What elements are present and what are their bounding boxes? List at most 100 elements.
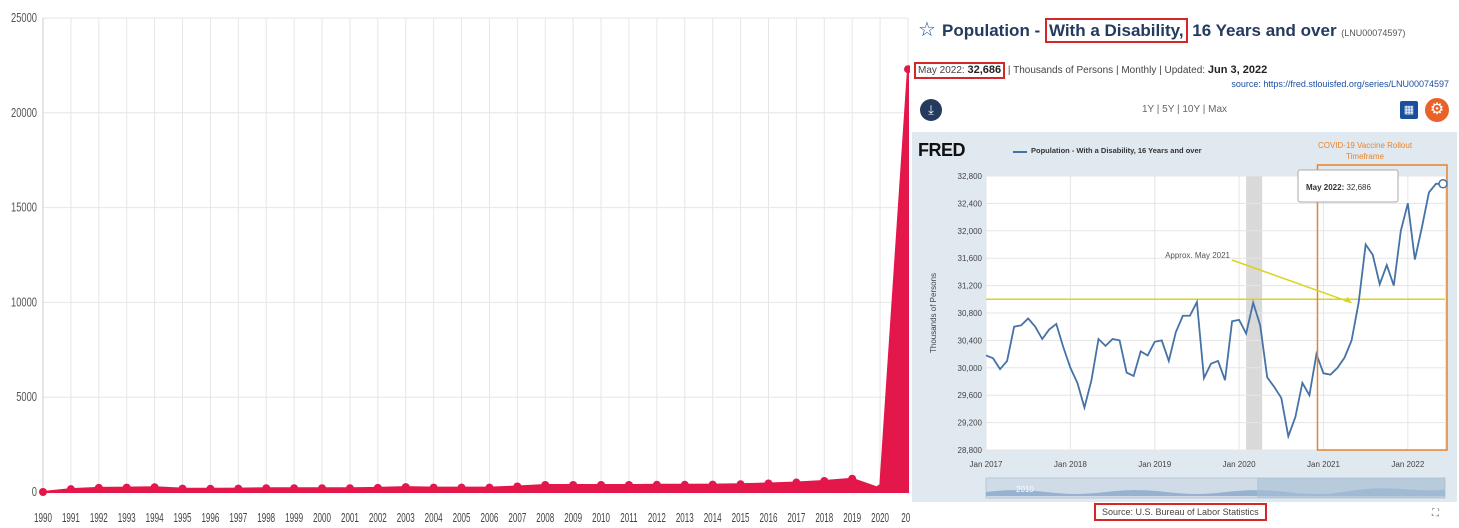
x-tick-label: Jan 2019 [1138,460,1171,469]
latest-observation: May 2022: 32,686 [914,62,1006,79]
data-point [150,483,159,492]
latest-label: May 2022: [918,65,968,76]
y-tick-label: 32,400 [958,199,983,208]
source-url-link[interactable]: source: https://fred.stlouisfed.org/seri… [1231,79,1449,89]
x-tick-label: 2016 [760,511,778,525]
x-tick-label: 2019 [843,511,861,525]
data-point [234,484,243,493]
y-tick-label: 29,200 [958,419,983,428]
x-tick-label: 2007 [508,511,526,525]
data-point [764,479,773,488]
data-point [736,480,745,489]
area-series [42,69,909,493]
data-point [876,484,885,493]
x-tick-label: 2015 [732,511,750,525]
y-tick-label: 30,000 [958,364,983,373]
x-tick-label: 2000 [313,511,331,525]
data-point [652,480,661,489]
data-point [373,483,382,492]
data-point [569,480,578,489]
data-point [66,485,75,494]
x-tick-label: 2001 [341,511,359,525]
data-point [39,488,47,496]
x-tick-label: 1998 [257,511,275,525]
series-meta: May 2022: 32,686 | Thousands of Persons … [914,62,1268,79]
area-chart-svg: 0 5000 10000 15000 20000 25000 1990 1991 1992 199… [11,12,910,526]
x-tick-label: 1994 [146,511,164,525]
title-prefix: Population - [942,21,1045,40]
legend-label: Population - With a Disability, 16 Years… [1031,146,1202,155]
legend-swatch [1013,151,1027,153]
data-point [792,478,801,487]
data-point [820,477,829,486]
x-tick-label: 2011 [620,511,637,525]
x-tick-label: 2020 [871,511,889,525]
y-tick-label: 31,600 [958,254,983,263]
y-tick-label: 25000 [11,12,37,26]
data-point [680,480,689,489]
tooltip-text: May 2022: 32,686 [1306,183,1371,192]
y-tick-label: 31,200 [958,282,983,291]
latest-value: 32,686 [967,64,1002,76]
x-tick-label: 1997 [229,511,247,525]
y-tick-label: 28,800 [958,446,983,455]
annotation-label: Approx. May 2021 [1165,251,1230,260]
series-line [985,182,1443,440]
x-tick-label: 2013 [676,511,694,525]
y-tick-label: 5000 [16,391,37,405]
covid-rollout-label: COVID-19 Vaccine Rollout Timeframe [1317,141,1413,161]
data-point [624,480,633,489]
x-tick-label: Jan 2020 [1223,460,1256,469]
data-point [457,483,466,492]
x-tick-label: 2012 [648,511,666,525]
x-tick-label: 1996 [201,511,219,525]
data-point [541,480,550,489]
x-tick-label: 2014 [704,511,722,525]
data-point [178,484,187,493]
navigator-label: 2010 [1016,485,1034,494]
data-point [485,483,494,492]
x-tick-label: 2010 [592,511,610,525]
x-tick-label: 2003 [397,511,415,525]
fred-line-chart-svg: 32,800 32,400 32,000 31,600 31,200 30,800 30,4… [929,164,1448,499]
data-point [122,483,131,492]
y-tick-label: 30,400 [958,336,983,345]
data-point [345,484,354,493]
tooltip-box [1297,169,1399,203]
data-point [904,65,910,74]
x-tick-label: 2008 [536,511,554,525]
x-tick-label: Jan 2021 [1307,460,1340,469]
x-tick-label: 2009 [564,511,582,525]
data-point [708,480,717,489]
meta-text: | Thousands of Persons | Monthly | Updat… [1005,65,1208,76]
x-tick-label: 1992 [90,511,108,525]
expand-icon[interactable]: ⛶ [1432,508,1439,519]
fred-logo: FRED [918,140,966,160]
data-point [262,484,271,493]
updated-date: Jun 3, 2022 [1207,64,1268,76]
x-tick-label: 2005 [453,511,471,525]
data-point [429,483,438,492]
x-tick-label: Jan 2018 [1054,460,1087,469]
y-tick-label: 32,000 [958,227,983,236]
source-label: Source: U.S. Bureau of Labor Statistics [1094,503,1267,521]
calendar-icon[interactable]: ▦ [1400,101,1418,119]
range-selector[interactable]: 1Y | 5Y | 10Y | Max [1141,104,1228,115]
title-highlight: With a Disability, [1044,18,1188,43]
x-tick-label: 1993 [118,511,136,525]
download-icon[interactable]: ⤓ [920,99,942,121]
x-tick-label: 202 [901,511,910,525]
star-icon[interactable]: ☆ [918,19,936,41]
y-tick-label: 0 [32,486,37,500]
data-point [318,484,327,493]
x-tick-label: 1999 [285,511,303,525]
data-point [94,483,103,492]
data-point [513,482,522,491]
x-tick-label: 2002 [369,511,387,525]
data-point [290,484,299,493]
gear-icon[interactable]: ⚙ [1425,98,1449,122]
x-tick-label: 1990 [34,511,52,525]
x-tick-label: 2017 [787,511,805,525]
x-tick-label: Jan 2022 [1391,460,1424,469]
title-suffix: 16 Years and over [1187,21,1337,40]
